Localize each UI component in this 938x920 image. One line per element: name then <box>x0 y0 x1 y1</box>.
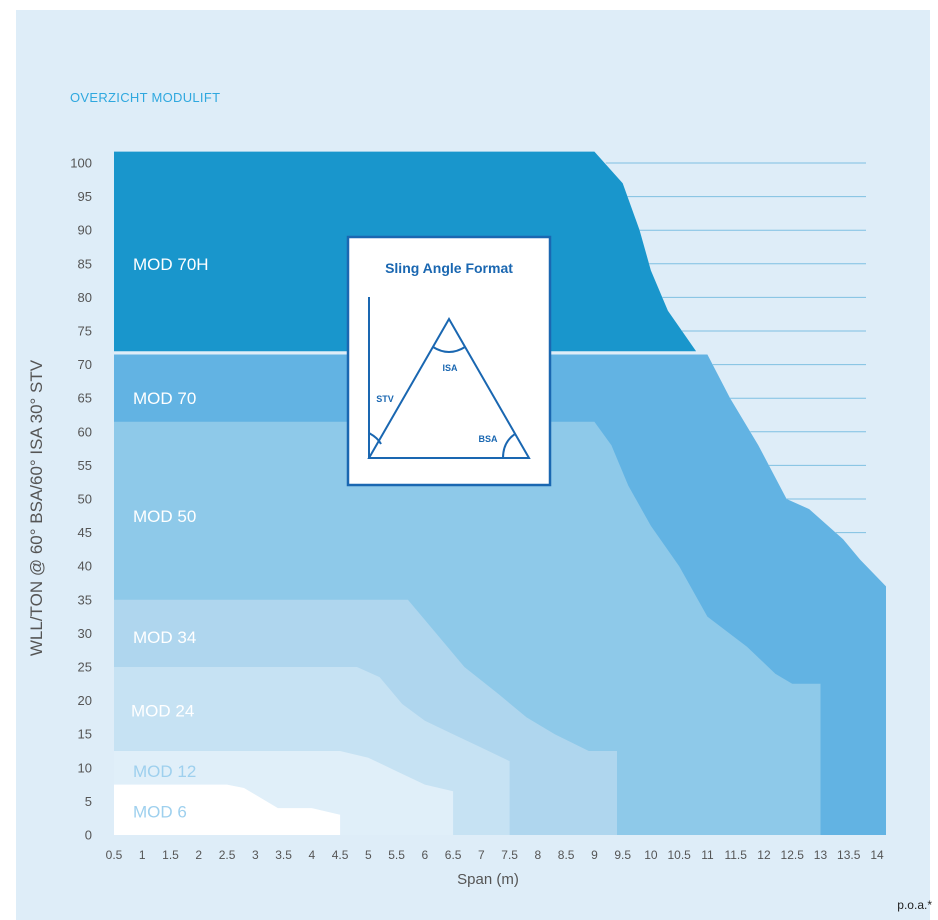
y-tick-label: 20 <box>78 693 92 708</box>
areas-group <box>114 151 886 835</box>
x-tick-label: 11 <box>701 848 714 862</box>
y-tick-label: 30 <box>78 626 92 641</box>
y-tick-label: 75 <box>78 324 92 339</box>
y-tick-label: 5 <box>85 794 92 809</box>
y-tick-label: 65 <box>78 391 92 406</box>
x-tick-label: 5 <box>365 848 372 862</box>
x-tick-label: 8 <box>535 848 542 862</box>
y-tick-label: 10 <box>78 760 92 775</box>
y-tick-label: 15 <box>78 727 92 742</box>
x-tick-label: 7.5 <box>501 848 518 862</box>
x-tick-label: 13 <box>814 848 828 862</box>
series-label-mod-70h: MOD 70H <box>133 255 209 274</box>
series-label-mod-34: MOD 34 <box>133 628 196 647</box>
x-tick-label: 1 <box>139 848 146 862</box>
y-tick-label: 85 <box>78 256 92 271</box>
series-label-mod-12: MOD 12 <box>133 762 196 781</box>
x-tick-label: 3.5 <box>275 848 292 862</box>
x-tick-label: 13.5 <box>837 848 861 862</box>
inset-title: Sling Angle Format <box>385 260 513 276</box>
x-tick-label: 7 <box>478 848 485 862</box>
y-tick-label: 95 <box>78 189 92 204</box>
x-tick-label: 10.5 <box>668 848 692 862</box>
isa-arc <box>432 346 466 353</box>
series-label-mod-6: MOD 6 <box>133 802 187 821</box>
y-tick-label: 45 <box>78 525 92 540</box>
x-tick-label: 2.5 <box>219 848 236 862</box>
bsa-arc <box>502 433 516 459</box>
page-title: OVERZICHT MODULIFT <box>70 90 221 105</box>
x-tick-label: 10 <box>644 848 658 862</box>
grid-group <box>605 162 866 534</box>
y-tick-label: 100 <box>70 156 92 171</box>
x-tick-label: 4 <box>308 848 315 862</box>
isa-label: ISA <box>442 363 458 373</box>
bsa-label: BSA <box>478 434 498 444</box>
series-label-mod-24: MOD 24 <box>131 702 194 721</box>
stv-label: STV <box>376 394 394 404</box>
y-tick-label: 80 <box>78 290 92 305</box>
x-tick-label: 12 <box>757 848 771 862</box>
x-tick-label: 1.5 <box>162 848 179 862</box>
x-tick-label: 6.5 <box>445 848 462 862</box>
x-tick-label: 3 <box>252 848 259 862</box>
y-tick-label: 90 <box>78 223 92 238</box>
x-tick-label: 12.5 <box>781 848 805 862</box>
x-tick-label: 9.5 <box>614 848 631 862</box>
x-tick-label: 14 <box>870 848 884 862</box>
x-tick-label: 4.5 <box>332 848 349 862</box>
y-tick-label: 40 <box>78 559 92 574</box>
y-tick-label: 70 <box>78 357 92 372</box>
y-tick-label: 0 <box>85 828 92 843</box>
x-tick-label: 2 <box>195 848 202 862</box>
x-ticks-group: 0.5 1 1.5 2 2.5 3 3.5 4 4.5 5 5.5 6 6.5 7 7.5 8 8.5 9 9.5 1… <box>106 848 884 862</box>
series-label-mod-70: MOD 70 <box>133 389 196 408</box>
y-tick-label: 50 <box>78 492 92 507</box>
y-axis-label: WLL/TON @ 60° BSA/60° ISA 30° STV <box>27 359 46 656</box>
stv-arc <box>368 432 382 445</box>
y-tick-label: 60 <box>78 424 92 439</box>
area-mod-6 <box>114 784 341 835</box>
x-tick-label: 5.5 <box>388 848 405 862</box>
series-labels-group: MOD 70H MOD 70 MOD 50 MOD 34 MOD 24 MOD 12 MOD… <box>131 255 209 822</box>
x-axis-label: Span (m) <box>457 871 519 888</box>
footnote: p.o.a.* <box>897 898 932 912</box>
sling-angle-inset: Sling Angle Format ISA STV BSA <box>346 235 552 487</box>
x-tick-label: 9 <box>591 848 598 862</box>
x-tick-label: 6 <box>422 848 429 862</box>
sling-triangle <box>367 316 531 459</box>
x-tick-label: 0.5 <box>106 848 123 862</box>
x-tick-label: 11.5 <box>724 848 747 862</box>
y-tick-label: 35 <box>78 592 92 607</box>
y-ticks-group: 0 5 10 15 20 25 30 35 40 45 50 55 60 65 70 75 80 85 90 95 10… <box>70 156 92 843</box>
y-tick-label: 25 <box>78 660 92 675</box>
series-label-mod-50: MOD 50 <box>133 507 196 526</box>
y-tick-label: 55 <box>78 458 92 473</box>
x-tick-label: 8.5 <box>558 848 575 862</box>
